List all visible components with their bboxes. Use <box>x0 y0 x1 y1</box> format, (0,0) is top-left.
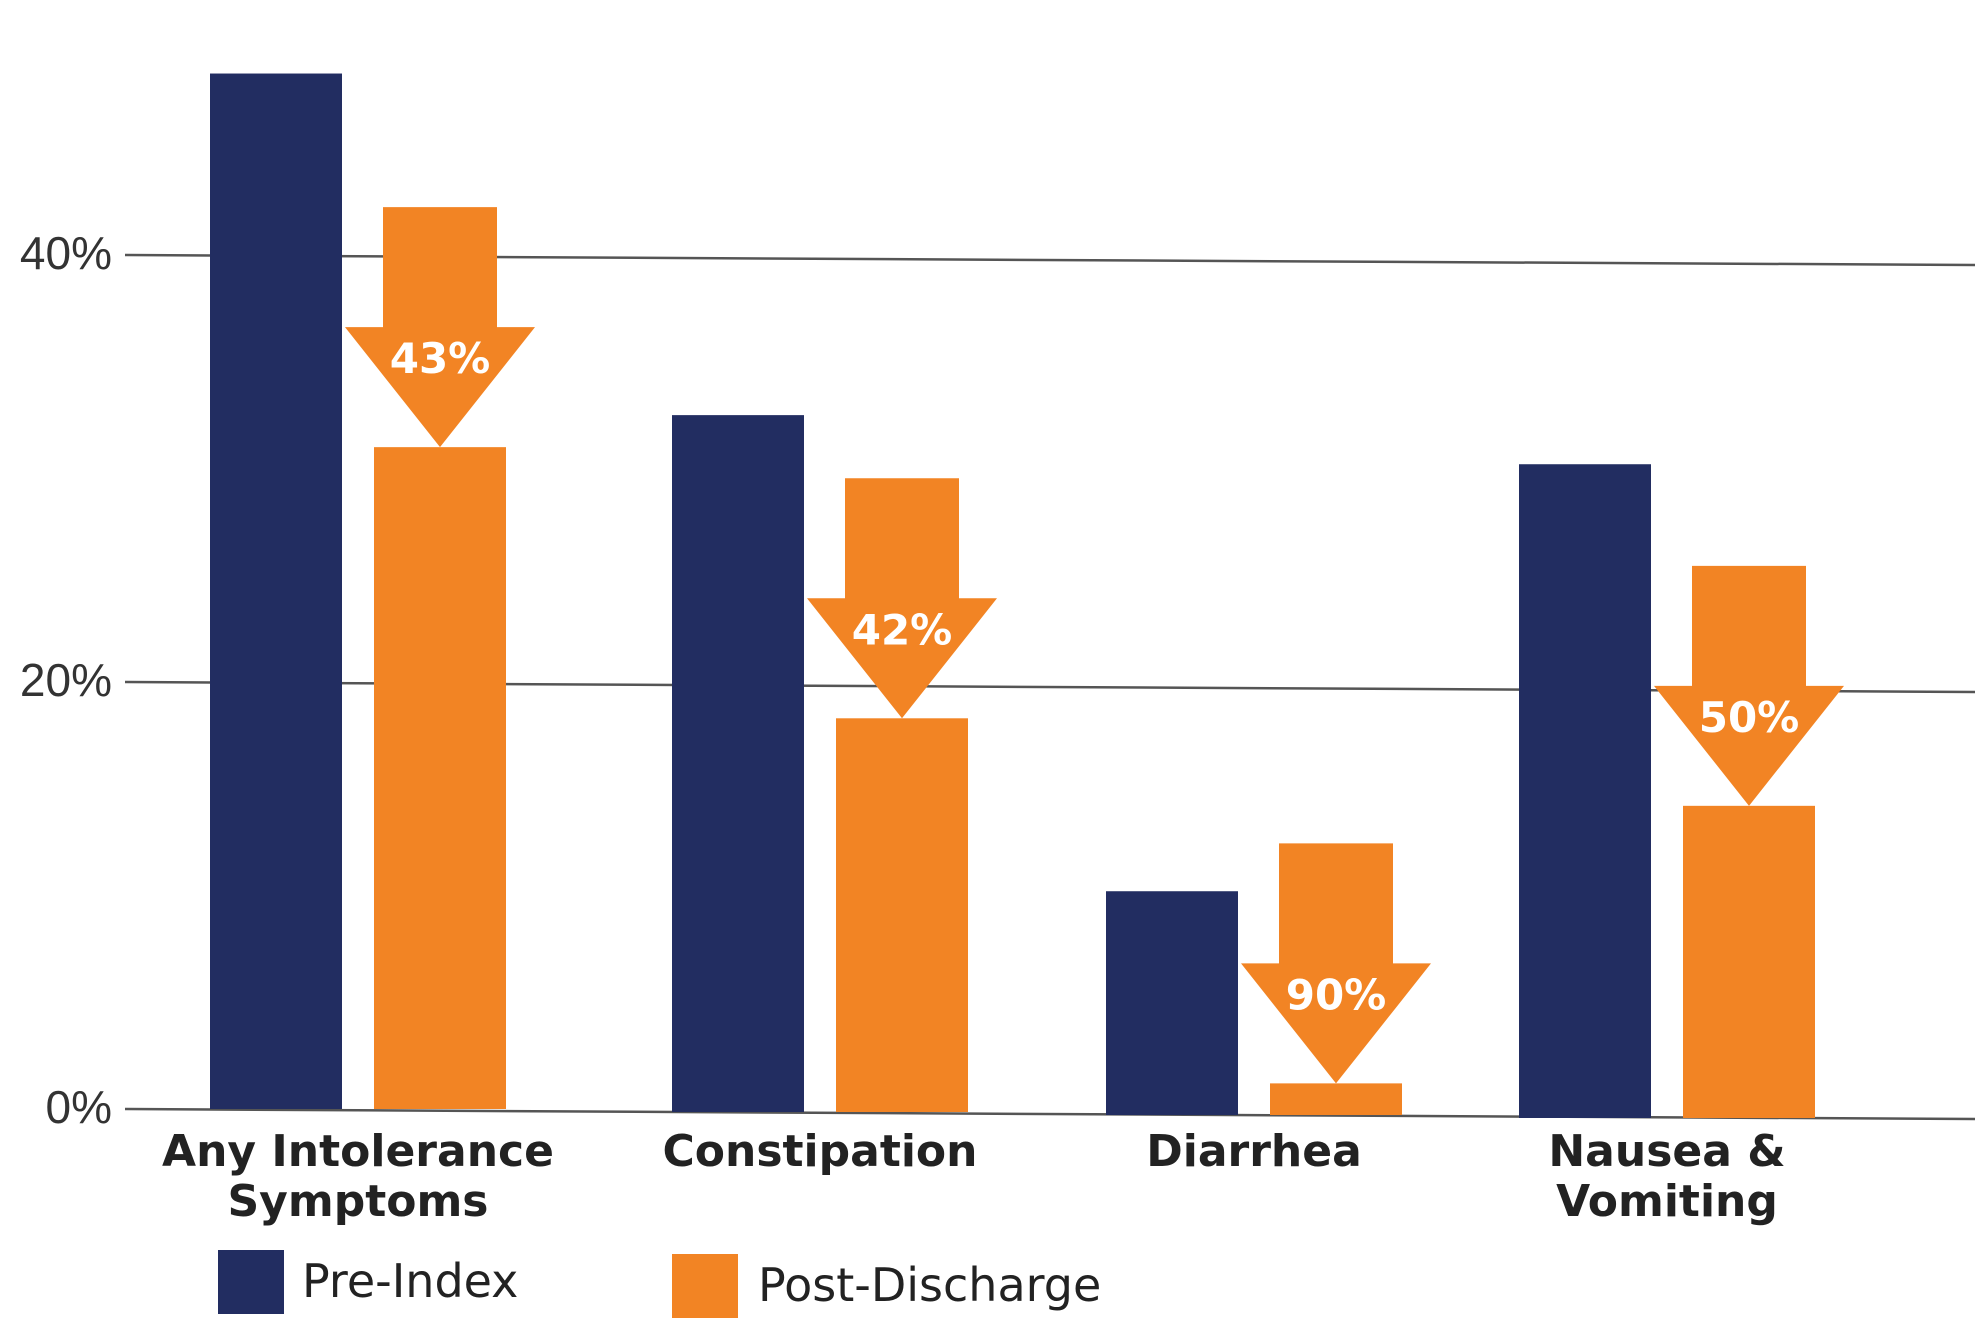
bar-pre-index <box>1106 891 1238 1115</box>
reduction-arrow <box>807 478 997 719</box>
y-tick-label: 20% <box>20 654 112 706</box>
reduction-label: 43% <box>390 334 491 383</box>
reduction-arrows: 43% 42% 90% 50% <box>345 207 1844 1084</box>
legend-swatch-post-discharge <box>672 1254 738 1318</box>
category-label: Any Intolerance <box>162 1126 554 1177</box>
category-label: Diarrhea <box>1146 1126 1362 1177</box>
gridline-0 <box>124 1107 1976 1121</box>
legend-swatch-pre-index <box>218 1250 284 1314</box>
bar-post-discharge <box>374 447 506 1109</box>
bars <box>210 73 1815 1119</box>
bar-post-discharge <box>1270 1083 1402 1115</box>
bar-pre-index <box>210 73 342 1109</box>
category-label: Nausea & <box>1548 1126 1785 1177</box>
y-tick-label: 0% <box>46 1081 112 1133</box>
bar-post-discharge <box>836 718 968 1112</box>
category-label: Constipation <box>662 1126 977 1177</box>
reduction-arrow <box>345 207 535 448</box>
legend-label-pre-index: Pre-Index <box>302 1254 518 1308</box>
bar-pre-index <box>1519 464 1651 1119</box>
legend-label-post-discharge: Post-Discharge <box>758 1258 1101 1312</box>
reduction-arrow <box>1654 565 1844 806</box>
reduction-label: 90% <box>1286 970 1387 1019</box>
legend: Pre-Index Post-Discharge <box>218 1250 1101 1318</box>
reduction-label: 42% <box>852 605 953 654</box>
category-label: Vomiting <box>1556 1176 1778 1227</box>
bar-post-discharge <box>1683 805 1815 1118</box>
reduction-label: 50% <box>1699 693 1800 742</box>
y-tick-label: 40% <box>20 227 112 279</box>
bar-pre-index <box>672 415 804 1112</box>
category-label: Symptoms <box>227 1176 488 1227</box>
reduction-arrow <box>1241 843 1431 1084</box>
